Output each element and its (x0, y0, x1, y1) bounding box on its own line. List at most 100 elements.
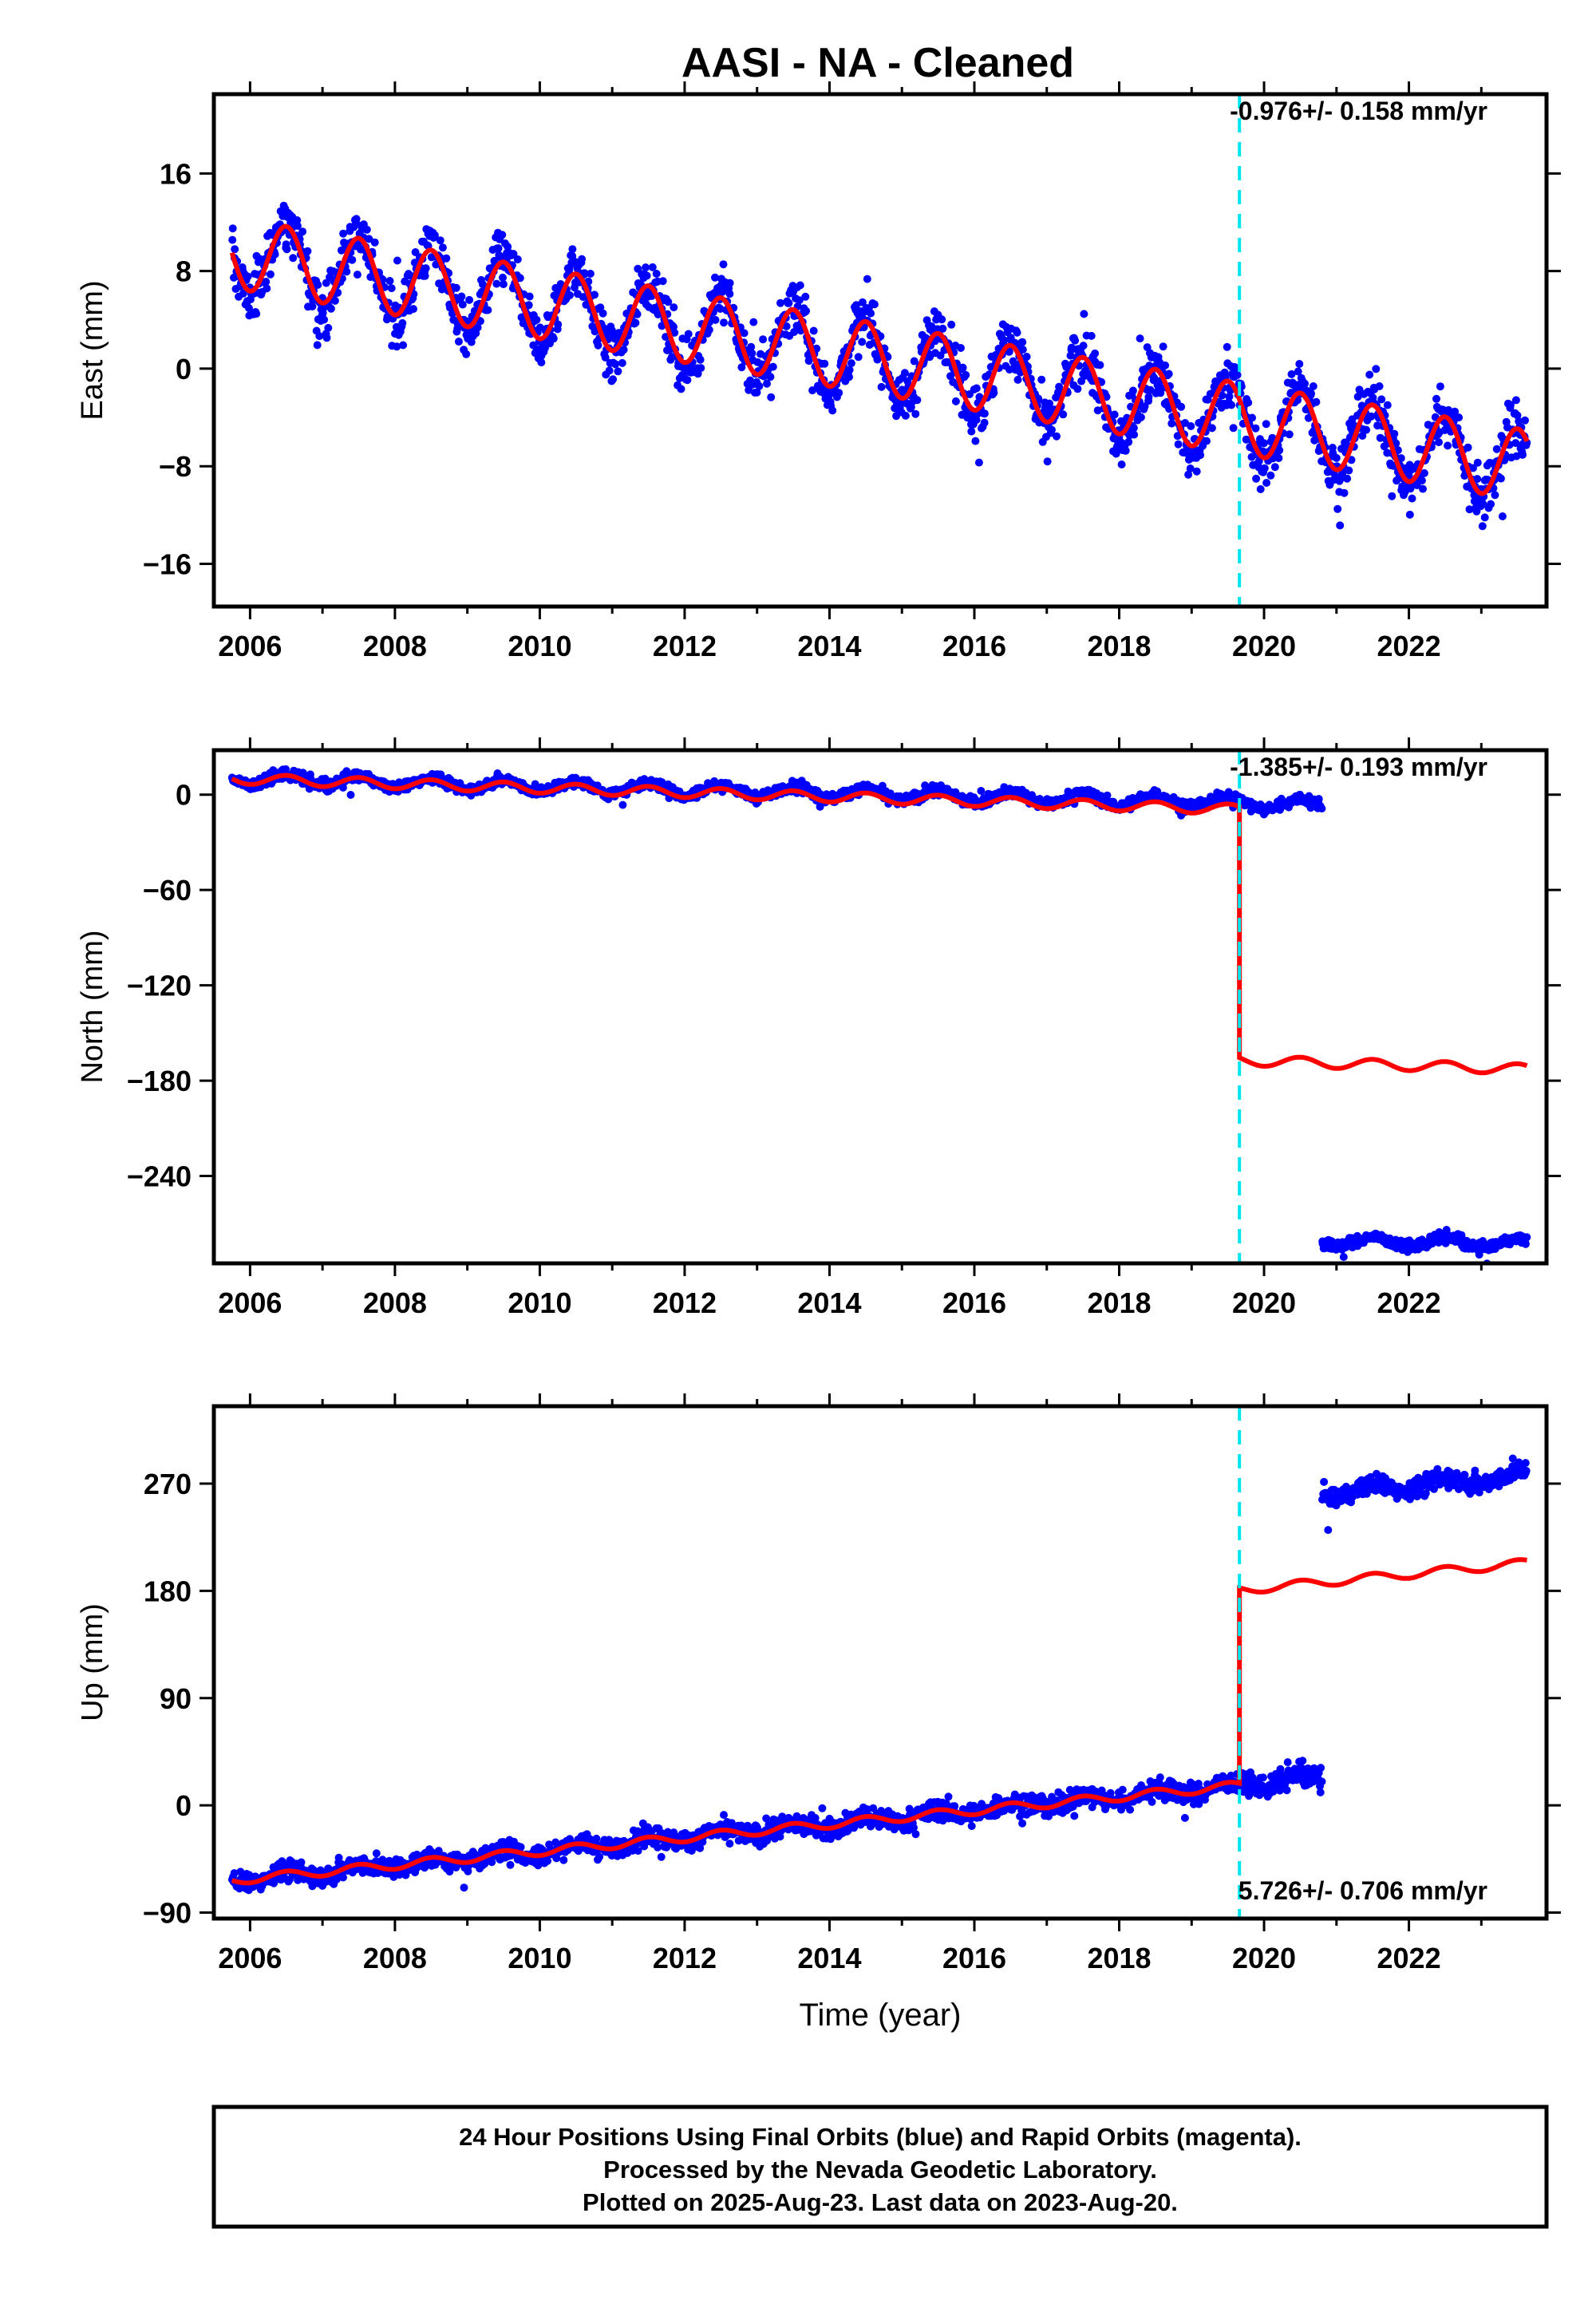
data-point (711, 315, 720, 324)
panel-1: 2006 2008 2010 2012 2014 2016 2018 2020 20221680… (76, 81, 1561, 662)
data-point (1511, 439, 1520, 448)
data-point (1248, 413, 1256, 422)
data-point (592, 1834, 601, 1843)
data-point (664, 298, 673, 306)
data-point (820, 359, 829, 368)
data-point (315, 332, 324, 341)
data-point (338, 783, 347, 792)
data-point (910, 357, 918, 366)
plot-area (228, 94, 1531, 607)
data-point (509, 250, 518, 259)
data-point (231, 245, 239, 254)
data-point (1295, 360, 1304, 368)
x-tick-label: 2006 (218, 630, 282, 662)
data-point (1332, 453, 1341, 462)
data-point (980, 409, 989, 418)
data-point (271, 250, 279, 259)
data-point (873, 355, 882, 364)
plot-area (227, 1406, 1531, 1919)
data-point (740, 329, 749, 338)
data-point (601, 354, 610, 362)
data-point (697, 364, 705, 373)
data-point (854, 353, 863, 362)
data-point (245, 304, 253, 313)
data-point (1365, 370, 1374, 379)
data-point (768, 362, 777, 371)
data-point (465, 295, 474, 304)
data-point (1436, 382, 1444, 391)
data-point (1159, 342, 1167, 351)
data-point (614, 367, 622, 376)
data-point (618, 358, 626, 367)
data-point (1167, 419, 1176, 428)
data-point (677, 385, 685, 393)
data-point (516, 1843, 525, 1852)
data-point (1287, 370, 1296, 378)
data-point (1233, 370, 1242, 379)
data-point (972, 384, 981, 393)
data-point (454, 338, 463, 346)
data-point (720, 318, 728, 327)
data-point (535, 323, 544, 332)
data-point (619, 346, 628, 354)
data-point (1203, 437, 1211, 445)
y-tick-label: −16 (143, 548, 192, 581)
data-point (537, 358, 546, 367)
data-point (1005, 366, 1014, 374)
data-point (938, 315, 946, 324)
data-point (1519, 450, 1527, 459)
data-point (1408, 494, 1416, 503)
data-point (1521, 416, 1529, 425)
data-point (809, 326, 818, 335)
rate-label: -1.385+/- 0.193 mm/yr (1230, 753, 1487, 781)
panel-frame (211, 748, 1549, 1266)
panel-2: 2006 2008 2010 2012 2014 2016 2018 2020 20220−60… (76, 737, 1561, 1319)
data-point (1150, 373, 1159, 382)
data-point (554, 320, 563, 329)
data-point (1073, 385, 1082, 393)
data-point (346, 791, 355, 799)
data-point (352, 215, 361, 223)
data-point (252, 310, 261, 318)
data-point (1521, 1239, 1530, 1248)
data-point (1196, 451, 1205, 460)
data-point (737, 363, 746, 372)
data-point (1087, 331, 1096, 340)
data-point (951, 397, 960, 405)
data-point (1080, 310, 1088, 318)
data-point (776, 1832, 784, 1841)
data-point (776, 298, 784, 307)
data-point (705, 326, 713, 334)
data-point (1262, 420, 1270, 429)
data-point (1136, 334, 1144, 343)
data-point (499, 273, 507, 282)
x-tick-label: 2016 (942, 1286, 1006, 1319)
figure-title: AASI - NA - Cleaned (681, 40, 1074, 86)
data-point (1124, 437, 1133, 446)
data-point (342, 267, 351, 276)
data-point (858, 298, 867, 306)
data-point (845, 373, 853, 381)
data-point (725, 1840, 734, 1848)
data-point (1275, 446, 1284, 455)
data-point (266, 270, 275, 279)
data-point (1053, 432, 1061, 441)
data-point (318, 309, 327, 317)
data-point (1376, 433, 1385, 442)
data-point (654, 1843, 662, 1852)
data-point (549, 334, 558, 343)
data-point (1022, 353, 1031, 361)
data-point (313, 341, 322, 350)
data-point (1161, 361, 1170, 370)
data-point (696, 1844, 705, 1852)
data-point (1184, 470, 1193, 479)
data-point (228, 235, 237, 244)
data-point (1492, 445, 1501, 453)
data-point (293, 222, 302, 230)
data-point (1506, 401, 1515, 409)
data-point (648, 263, 657, 271)
x-tick-label: 2016 (942, 630, 1006, 662)
data-point (634, 1847, 642, 1856)
data-point (596, 303, 605, 312)
data-point (1128, 386, 1137, 395)
